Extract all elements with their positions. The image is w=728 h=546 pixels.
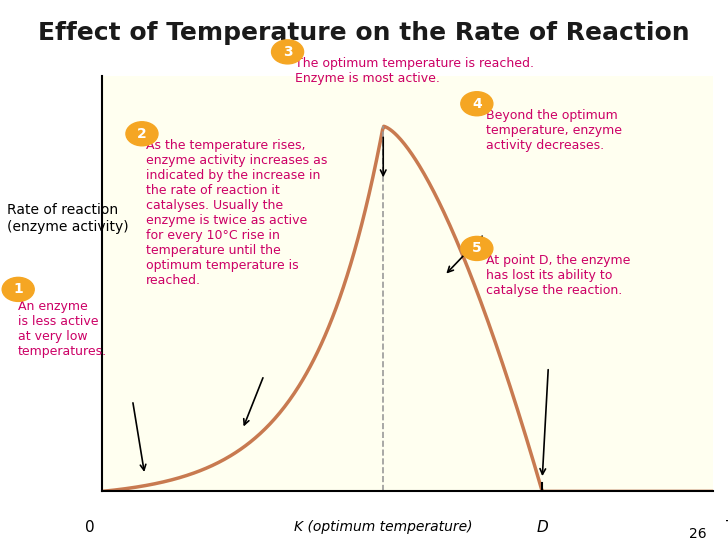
Text: 1: 1 — [13, 282, 23, 296]
Text: The optimum temperature is reached.
Enzyme is most active.: The optimum temperature is reached. Enzy… — [295, 57, 534, 85]
Text: K (optimum temperature): K (optimum temperature) — [294, 520, 472, 535]
Text: 2: 2 — [137, 127, 147, 141]
Text: At point D, the enzyme
has lost its ability to
catalyse the reaction.: At point D, the enzyme has lost its abil… — [486, 254, 630, 297]
Text: 3: 3 — [282, 45, 293, 59]
Text: 0: 0 — [85, 520, 95, 536]
Text: 5: 5 — [472, 241, 482, 256]
Text: D: D — [537, 520, 548, 536]
Text: As the temperature rises,
enzyme activity increases as
indicated by the increase: As the temperature rises, enzyme activit… — [146, 139, 327, 287]
Text: Effect of Temperature on the Rate of Reaction: Effect of Temperature on the Rate of Rea… — [38, 21, 690, 45]
Text: 4: 4 — [472, 97, 482, 111]
Text: Temperature: Temperature — [726, 520, 728, 536]
Text: An enzyme
is less active
at very low
temperatures.: An enzyme is less active at very low tem… — [18, 300, 107, 358]
Text: Rate of reaction
(enzyme activity): Rate of reaction (enzyme activity) — [7, 203, 129, 234]
Text: Beyond the optimum
temperature, enzyme
activity decreases.: Beyond the optimum temperature, enzyme a… — [486, 109, 622, 152]
Text: 26: 26 — [689, 526, 706, 541]
